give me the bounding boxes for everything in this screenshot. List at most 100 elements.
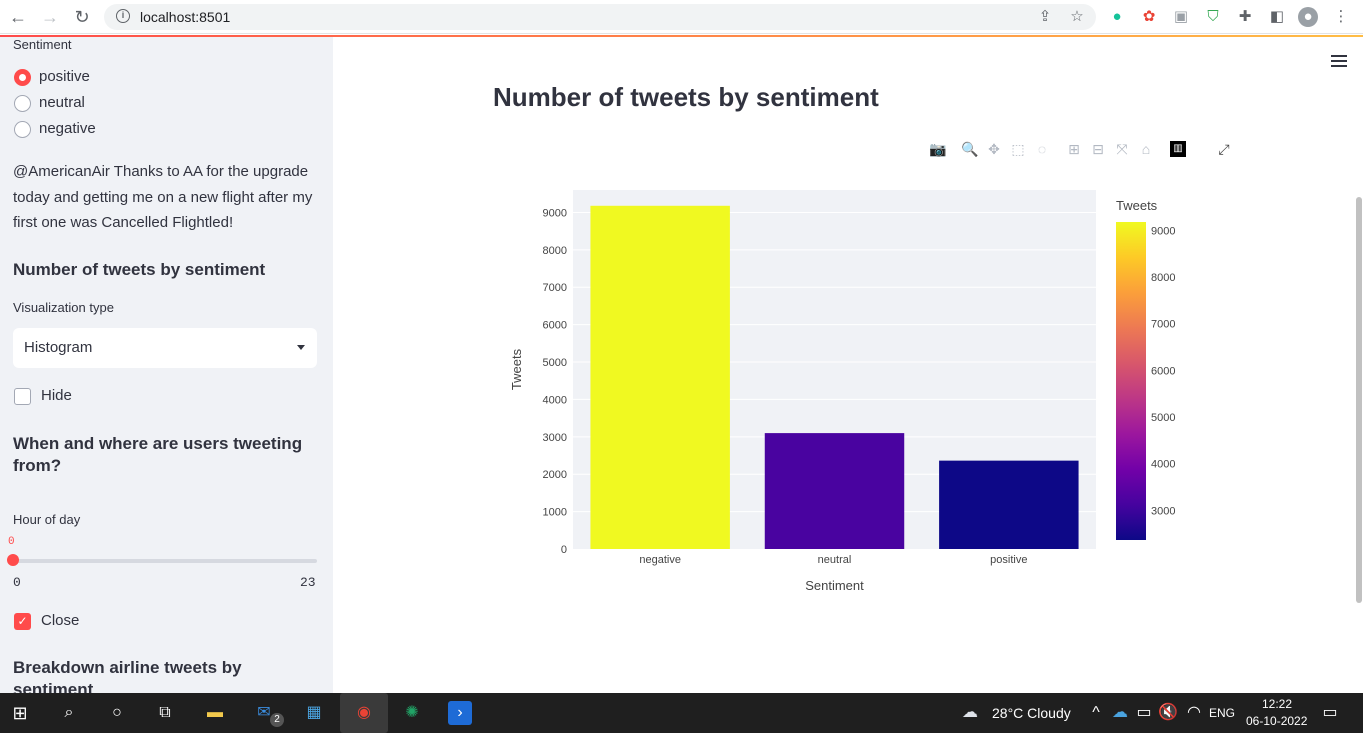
chevron-down-icon xyxy=(297,345,305,350)
store-icon[interactable]: ▦ xyxy=(306,704,322,721)
visualization-type-label: Visualization type xyxy=(13,300,114,315)
radio-positive[interactable]: positive xyxy=(14,68,90,87)
bookmark-star-icon[interactable]: ☆ xyxy=(1070,8,1084,25)
reset-axes-icon[interactable]: ⌂ xyxy=(1141,141,1151,157)
box-select-icon[interactable]: ⬚ xyxy=(1011,141,1025,157)
camera-icon[interactable]: 📷 xyxy=(929,141,947,157)
search-icon[interactable]: ⌕ xyxy=(64,704,74,721)
chevron-up-icon[interactable]: ^ xyxy=(1092,704,1100,721)
hamburger-menu-icon[interactable] xyxy=(1331,55,1347,67)
colorbar-tick-label: 4000 xyxy=(1151,459,1175,471)
autoscale-icon[interactable]: ⤧ xyxy=(1116,141,1128,157)
pycharm-icon[interactable]: ✺ xyxy=(405,704,419,721)
hide-label: Hide xyxy=(41,387,72,404)
bar-chart: 0 1000 2000 3000 4000 5000 6000 7000 8000 9000 neg… xyxy=(509,190,1175,593)
radio-negative[interactable]: negative xyxy=(14,120,96,139)
y-tick-label: 2000 xyxy=(543,469,567,481)
profile-avatar-icon[interactable]: ● xyxy=(1298,7,1318,27)
section-title-sentiment: Number of tweets by sentiment xyxy=(13,260,266,279)
radio-indicator xyxy=(14,121,31,138)
extension-icon[interactable]: ▣ xyxy=(1173,8,1189,25)
reload-button[interactable]: ↻ xyxy=(74,7,90,27)
file-explorer-icon[interactable]: ▬ xyxy=(207,704,223,721)
forward-button[interactable]: → xyxy=(41,7,59,27)
bar-positive xyxy=(939,460,1079,549)
page-title: Number of tweets by sentiment xyxy=(493,82,879,112)
visualization-type-select[interactable]: Histogram xyxy=(13,328,317,368)
y-tick-label: 3000 xyxy=(543,432,567,444)
y-tick-label: 7000 xyxy=(543,282,567,294)
weather-text[interactable]: 28°C Cloudy xyxy=(992,705,1071,721)
battery-icon[interactable]: ▭ xyxy=(1136,704,1152,721)
y-tick-label: 8000 xyxy=(543,245,567,257)
hide-checkbox[interactable] xyxy=(14,388,31,405)
colorbar xyxy=(1116,222,1146,540)
powershell-icon[interactable]: › xyxy=(448,701,472,725)
radio-indicator xyxy=(14,95,31,112)
lasso-icon[interactable]: ◌ xyxy=(1037,141,1047,157)
hour-of-day-label: Hour of day xyxy=(13,512,81,527)
clock-date[interactable]: 06-10-2022 xyxy=(1246,714,1308,728)
hour-slider-track[interactable] xyxy=(13,559,317,563)
section-title-time-location: When and where are users tweeting from? xyxy=(13,434,303,475)
radio-label: positive xyxy=(39,68,90,85)
y-axis-label: Tweets xyxy=(509,348,524,390)
zoom-icon[interactable]: 🔍 xyxy=(961,141,979,157)
back-button[interactable]: ← xyxy=(9,7,27,27)
radio-neutral[interactable]: neutral xyxy=(14,94,85,113)
app-header-decoration xyxy=(0,35,1363,37)
windows-start-icon[interactable]: ⊞ xyxy=(12,703,28,723)
y-tick-label: 5000 xyxy=(543,357,567,369)
plotly-logo-icon[interactable]: ▥ xyxy=(1170,141,1186,157)
expand-icon[interactable]: ⤢ xyxy=(1218,141,1230,157)
x-axis-label: Sentiment xyxy=(805,578,864,593)
zoom-in-icon[interactable]: ⊞ xyxy=(1068,141,1080,157)
wifi-icon[interactable]: ◠ xyxy=(1187,704,1201,721)
y-tick-label: 4000 xyxy=(543,394,567,406)
y-tick-label: 6000 xyxy=(543,320,567,332)
shield-extension-icon[interactable]: ⛉ xyxy=(1207,8,1219,25)
chrome-taskbar-icon[interactable]: ◉ xyxy=(340,693,388,733)
section-title-airline-breakdown: Breakdown airline tweets by sentiment xyxy=(13,658,242,693)
close-label: Close xyxy=(41,612,80,629)
cortana-icon[interactable]: ○ xyxy=(112,704,122,721)
x-tick-label: neutral xyxy=(818,554,852,566)
slider-max-label: 23 xyxy=(300,575,316,590)
y-tick-label: 0 xyxy=(561,544,567,556)
clock-time[interactable]: 12:22 xyxy=(1262,697,1293,711)
browser-toolbar: ← → ↻ i localhost:8501 ⇪ ☆ ● ✿ ▣ ⛉ ✚ ◧ ●… xyxy=(0,0,1363,34)
radio-selected-indicator xyxy=(14,69,31,86)
volume-muted-icon[interactable]: 🔇 xyxy=(1158,704,1178,721)
onedrive-icon[interactable]: ☁ xyxy=(1112,704,1128,721)
zoom-out-icon[interactable]: ⊟ xyxy=(1092,141,1104,157)
side-panel-icon[interactable]: ◧ xyxy=(1269,8,1285,25)
mail-badge: 2 xyxy=(270,713,284,727)
task-view-icon[interactable]: ⧉ xyxy=(159,704,171,721)
address-bar[interactable]: i localhost:8501 xyxy=(104,4,1096,30)
color-extension-icon[interactable]: ✿ xyxy=(1142,8,1156,25)
cloudy-weather-icon[interactable]: ☁ xyxy=(962,704,978,721)
radio-label: neutral xyxy=(39,94,85,111)
share-icon[interactable]: ⇪ xyxy=(1038,8,1052,25)
hour-slider-thumb[interactable] xyxy=(7,554,19,566)
site-info-icon[interactable]: i xyxy=(116,9,130,23)
puzzle-extensions-icon[interactable]: ✚ xyxy=(1238,8,1252,25)
grammarly-extension-icon[interactable]: ● xyxy=(1112,8,1122,25)
language-indicator[interactable]: ENG xyxy=(1209,706,1236,720)
colorbar-tick-label: 9000 xyxy=(1151,225,1175,237)
slider-min-label: 0 xyxy=(13,575,21,590)
sidebar: Sentiment positive neutral negative @Ame… xyxy=(0,37,333,693)
bar-neutral xyxy=(764,433,905,549)
page-scrollbar[interactable] xyxy=(1356,197,1362,603)
main-content: Number of tweets by sentiment 📷 🔍 ✥ ⬚ ◌ … xyxy=(333,37,1363,693)
radio-label: negative xyxy=(39,120,96,137)
browser-menu-icon[interactable]: ⋮ xyxy=(1333,8,1349,25)
pan-icon[interactable]: ✥ xyxy=(988,141,1000,157)
url-text[interactable]: localhost:8501 xyxy=(140,9,231,25)
notifications-icon[interactable]: ▭ xyxy=(1322,704,1338,721)
colorbar-tick-label: 8000 xyxy=(1151,272,1175,284)
close-checkbox[interactable]: ✓ xyxy=(14,613,31,630)
colorbar-tick-label: 5000 xyxy=(1151,412,1175,424)
mail-icon[interactable]: ✉ xyxy=(257,704,271,721)
y-tick-label: 9000 xyxy=(543,207,567,219)
